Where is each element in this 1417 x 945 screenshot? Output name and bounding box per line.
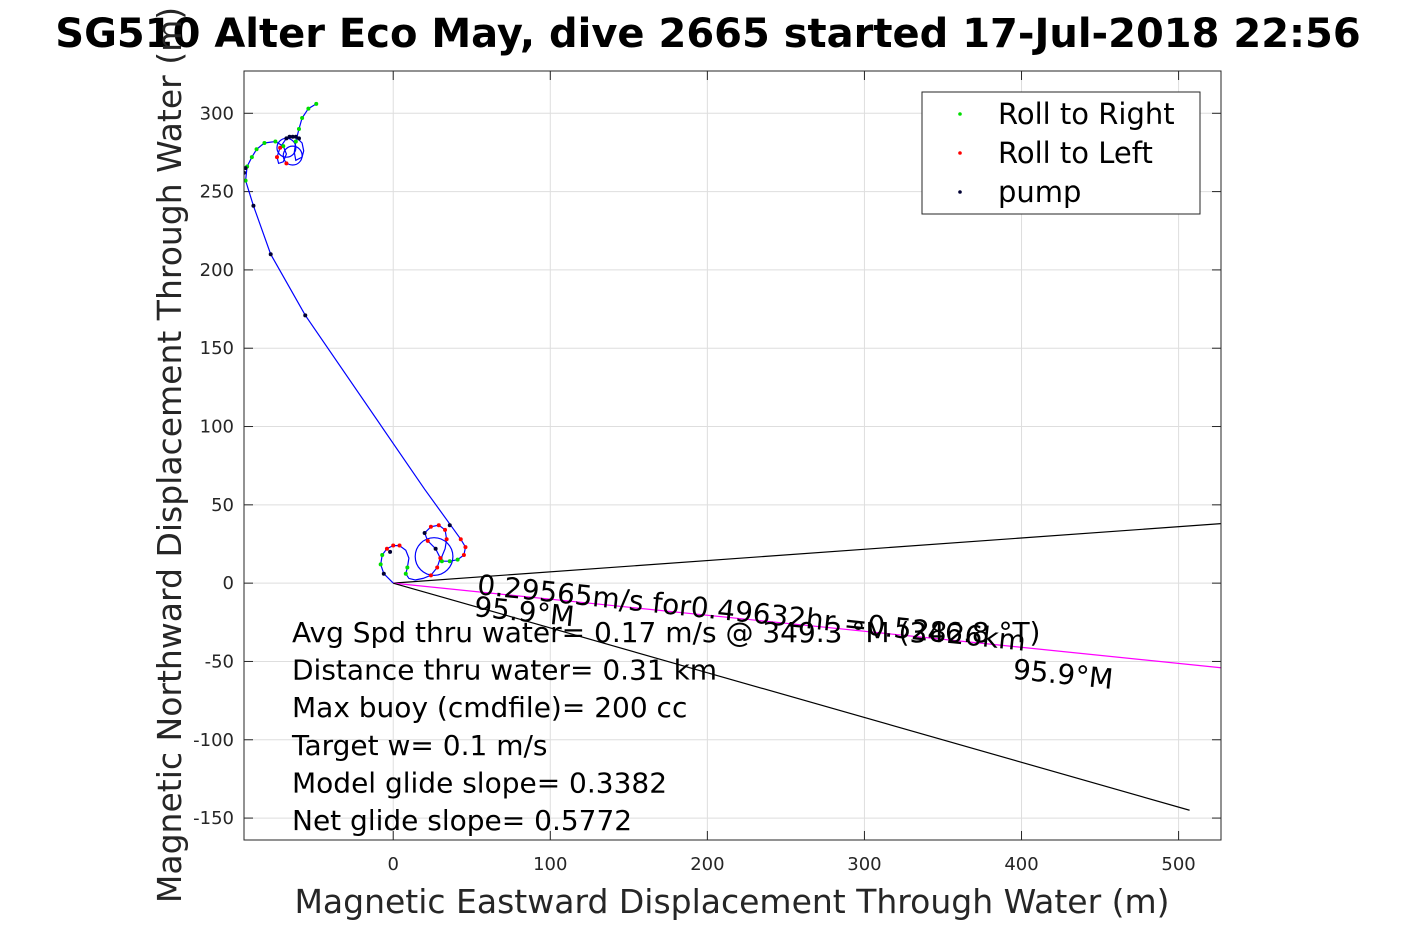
pump-point [303, 313, 308, 318]
roll-left-point [397, 543, 402, 548]
y-tick-label: 300 [200, 103, 234, 124]
reference-line-3 [393, 582, 1190, 811]
pump-point [290, 134, 295, 139]
plot-area: 0 100 200 300 400 500 -150 -100 -50 0 50 100 150 200 2… [193, 70, 1222, 875]
x-tick-label: 400 [1004, 854, 1038, 875]
x-tick-label: 0 [387, 854, 398, 875]
roll-left-point [443, 527, 448, 532]
x-tick-label: 200 [690, 854, 724, 875]
x-axis-label: Magnetic Eastward Displacement Through W… [294, 882, 1169, 921]
legend: Roll to Right Roll to Left pump [921, 91, 1201, 215]
roll-right-point [439, 559, 444, 564]
legend-label: Roll to Right [998, 97, 1175, 131]
pump-point [422, 531, 427, 536]
y-tick-label: 50 [211, 495, 234, 516]
pump-point [287, 134, 292, 139]
turn-circle [282, 145, 303, 166]
reference-line-2 [393, 582, 1221, 669]
roll-right-point [281, 144, 286, 149]
y-tick-label: 0 [223, 573, 234, 594]
y-tick-label: -50 [205, 651, 234, 672]
roll-left-point [428, 573, 433, 578]
roll-right-point [262, 141, 267, 146]
pump-point [293, 134, 298, 139]
chart-title: SG510 Alter Eco May, dive 2665 started 1… [55, 11, 1360, 57]
y-axis-label: Magnetic Northward Displacement Through … [150, 7, 189, 903]
reference-line-1 [393, 523, 1221, 584]
roll-left-point [278, 145, 283, 150]
stats-line: Max buoy (cmdfile)= 200 cc [292, 691, 687, 724]
pump-point [268, 252, 273, 257]
legend-marker [958, 151, 962, 155]
roll-right-point [403, 571, 408, 576]
legend-box [921, 91, 1201, 215]
roll-right-point [405, 565, 410, 570]
roll-right-point [293, 139, 298, 144]
roll-left-point [444, 537, 449, 542]
roll-right-point [300, 115, 305, 120]
roll-left-point [274, 155, 279, 160]
turn-circle [414, 537, 454, 576]
stats-line: Net glide slope= 0.5772 [292, 804, 632, 837]
y-tick-label: 200 [200, 260, 234, 281]
roll-left-point [461, 552, 466, 557]
x-tick-label: 100 [533, 854, 567, 875]
roll-right-point [273, 139, 278, 144]
stats-line: Model glide slope= 0.3382 [292, 766, 667, 799]
roll-right-point [296, 126, 301, 131]
roll-right-point [249, 155, 254, 160]
y-tick-label: -100 [193, 730, 234, 751]
legend-marker [958, 190, 962, 194]
roll-left-point [284, 161, 289, 166]
pump-point [296, 136, 301, 141]
legend-label: Roll to Left [998, 136, 1153, 170]
pump-point [388, 549, 393, 554]
roll-left-point [438, 556, 443, 561]
roll-left-point [463, 545, 468, 550]
y-tick-label: 250 [200, 182, 234, 203]
legend-marker [958, 112, 962, 116]
stats-line: Distance thru water= 0.31 km [292, 654, 717, 687]
y-tick-label: 150 [200, 338, 234, 359]
roll-left-point [391, 543, 396, 548]
stats-line: Avg Spd thru water= 0.17 m/s @ 349.3 °M … [292, 616, 1040, 649]
roll-left-point [384, 546, 389, 551]
roll-right-point [447, 559, 452, 564]
pump-point [251, 203, 256, 208]
roll-left-point [425, 538, 430, 543]
roll-left-point [428, 524, 433, 529]
y-tick-label: 100 [200, 417, 234, 438]
roll-left-point [435, 565, 440, 570]
axes-box [243, 70, 1222, 841]
pump-point [447, 523, 452, 528]
pump-point [381, 571, 386, 576]
y-tick-label: -150 [193, 808, 234, 829]
x-tick-label: 300 [847, 854, 881, 875]
roll-left-point [458, 537, 463, 542]
x-tick-label: 500 [1161, 854, 1195, 875]
data-group [244, 101, 1221, 811]
roll-right-point [455, 557, 460, 562]
roll-right-point [314, 101, 319, 106]
stats-line: Target w= 0.1 m/s [291, 729, 548, 762]
pump-point [284, 136, 289, 141]
roll-right-point [306, 106, 311, 111]
roll-left-point [436, 523, 441, 528]
roll-right-point [254, 147, 259, 152]
roll-right-point [378, 562, 383, 567]
legend-label: pump [998, 175, 1081, 209]
pump-point [433, 546, 438, 551]
pump-point [244, 166, 248, 171]
roll-right-point [244, 178, 248, 183]
roll-right-point [380, 552, 385, 557]
